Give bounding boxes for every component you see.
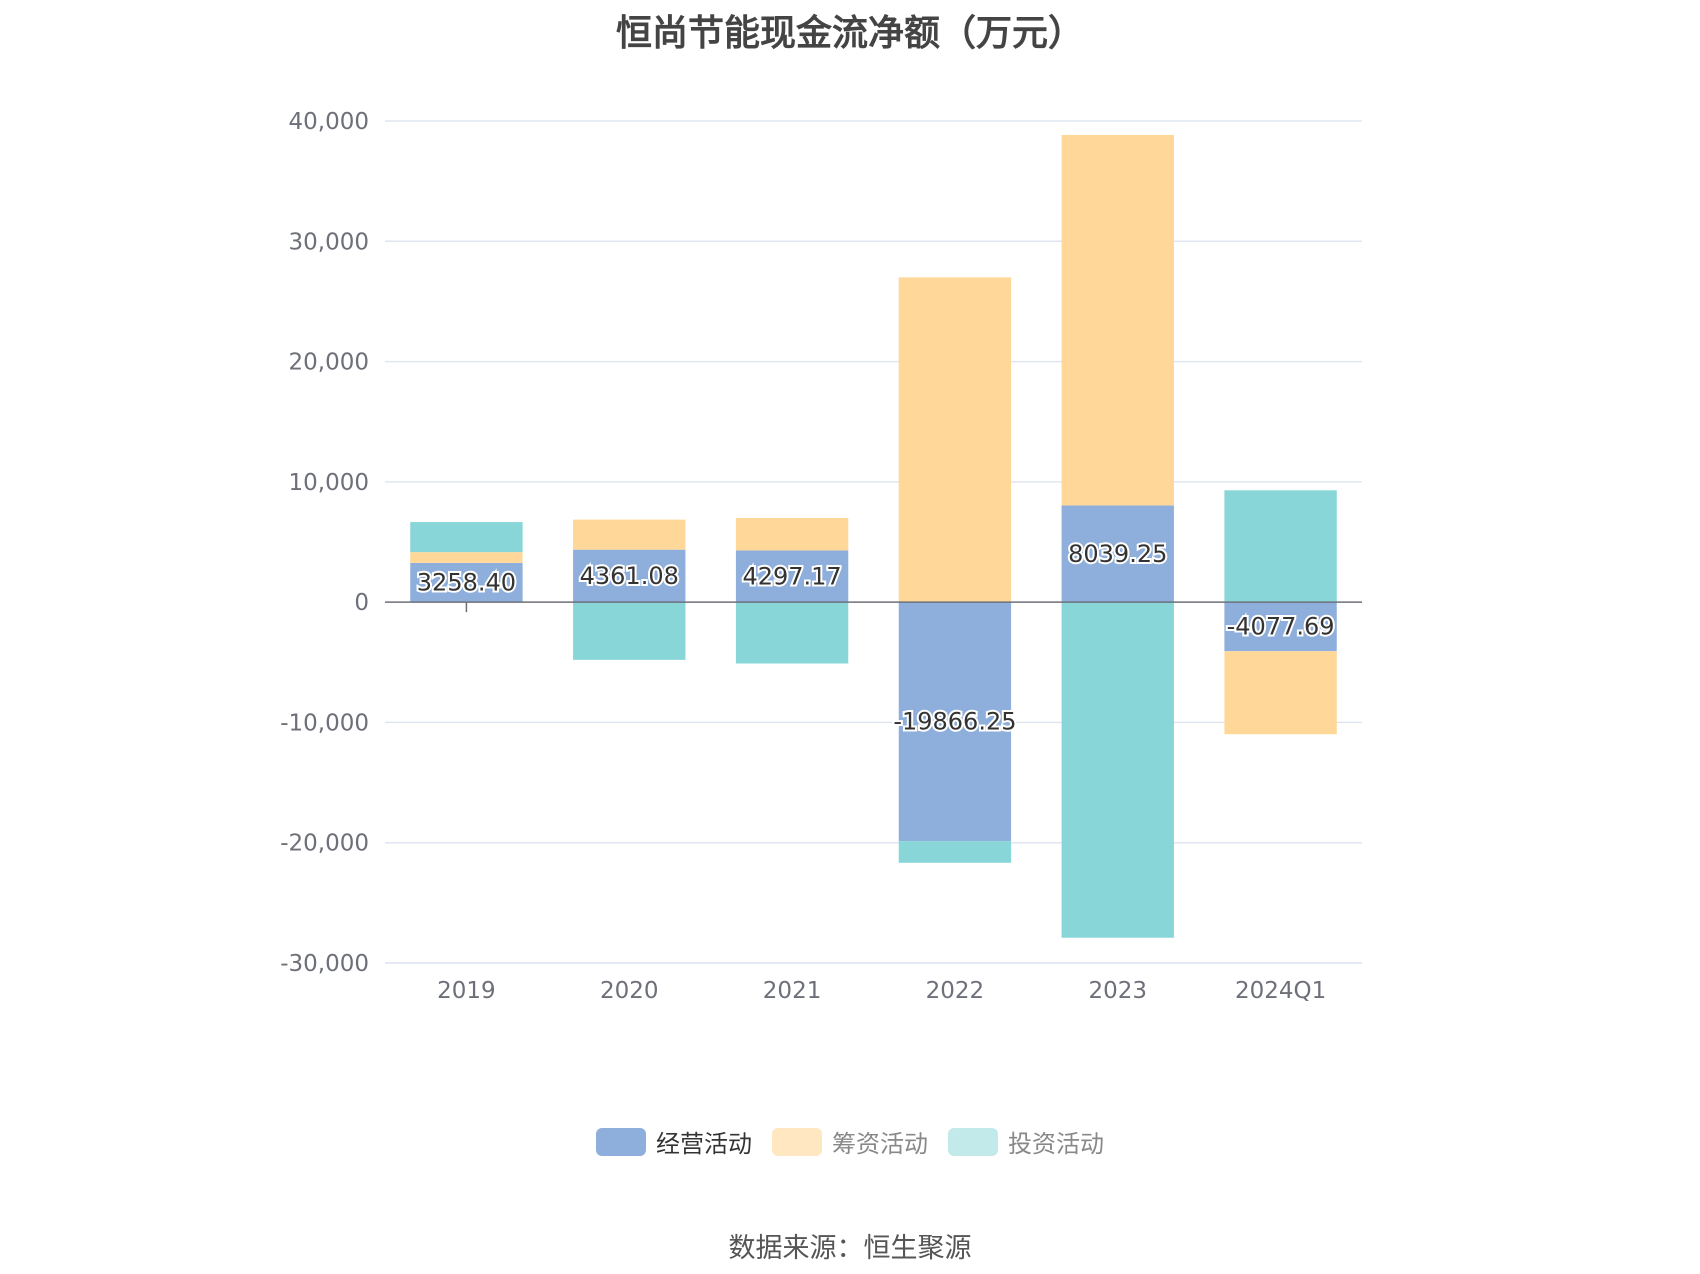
y-tick-label: -20,000 [280, 831, 369, 857]
chart-title: 恒尚节能现金流净额（万元） [615, 13, 1084, 54]
bar-2020-2 [573, 602, 686, 660]
data-label: -19866.25 [893, 708, 1016, 736]
data-label: 4361.08 [580, 562, 679, 590]
legend-item-operating[interactable]: 经营活动 [596, 1124, 752, 1159]
bar-2020-1 [573, 519, 686, 550]
y-tick-label: 20,000 [289, 350, 369, 376]
data-label: -4077.69 [1227, 613, 1335, 641]
x-tick-label: 2019 [437, 978, 496, 1004]
legend-item-financing[interactable]: 筹资活动 [772, 1124, 928, 1159]
bar-2019-2 [410, 522, 523, 553]
bar-2023-0 [1061, 505, 1174, 603]
y-tick-label: 40,000 [289, 109, 369, 135]
legend-swatch-investing [948, 1127, 998, 1156]
x-tick-label: 2023 [1088, 978, 1147, 1004]
bar-2022-2 [898, 841, 1012, 863]
data-label: 4297.17 [742, 562, 841, 590]
y-tick-label: -30,000 [280, 951, 369, 977]
bar-2024Q1-0 [1224, 602, 1337, 652]
bar-2019-0 [410, 562, 523, 603]
bar-2021-0 [735, 550, 849, 603]
y-tick-label: 0 [354, 590, 369, 616]
x-tick-label: 2022 [926, 978, 985, 1004]
x-tick-label: 2021 [763, 978, 822, 1004]
bar-2022-1 [898, 277, 1012, 603]
legend-swatch-financing [772, 1127, 822, 1156]
bar-2021-1 [735, 517, 849, 551]
bar-2024Q1-1 [1224, 651, 1337, 735]
data-source: 数据来源：恒生聚源 [728, 1233, 972, 1264]
y-tick-label: -10,000 [280, 710, 369, 736]
data-label: 3258.40 [417, 569, 516, 597]
y-tick-label: 10,000 [289, 470, 369, 496]
legend-label-financing: 筹资活动 [832, 1130, 928, 1158]
bar-2021-2 [735, 602, 849, 664]
x-tick-label: 2024Q1 [1235, 978, 1326, 1004]
legend: 经营活动 筹资活动 投资活动 [0, 1124, 1700, 1159]
x-tick-label: 2020 [600, 978, 659, 1004]
legend-label-operating: 经营活动 [656, 1130, 752, 1158]
y-tick-label: 30,000 [289, 229, 369, 255]
bar-2023-2 [1061, 602, 1174, 938]
legend-label-investing: 投资活动 [1008, 1130, 1104, 1158]
bar-2024Q1-2 [1224, 490, 1337, 603]
data-label: 8039.25 [1068, 540, 1167, 568]
legend-swatch-operating [596, 1127, 646, 1156]
bar-2022-0 [898, 602, 1012, 842]
legend-item-investing[interactable]: 投资活动 [948, 1124, 1104, 1159]
bar-2023-1 [1061, 134, 1174, 506]
bar-2020-0 [573, 549, 686, 603]
bar-2019-1 [410, 552, 523, 563]
